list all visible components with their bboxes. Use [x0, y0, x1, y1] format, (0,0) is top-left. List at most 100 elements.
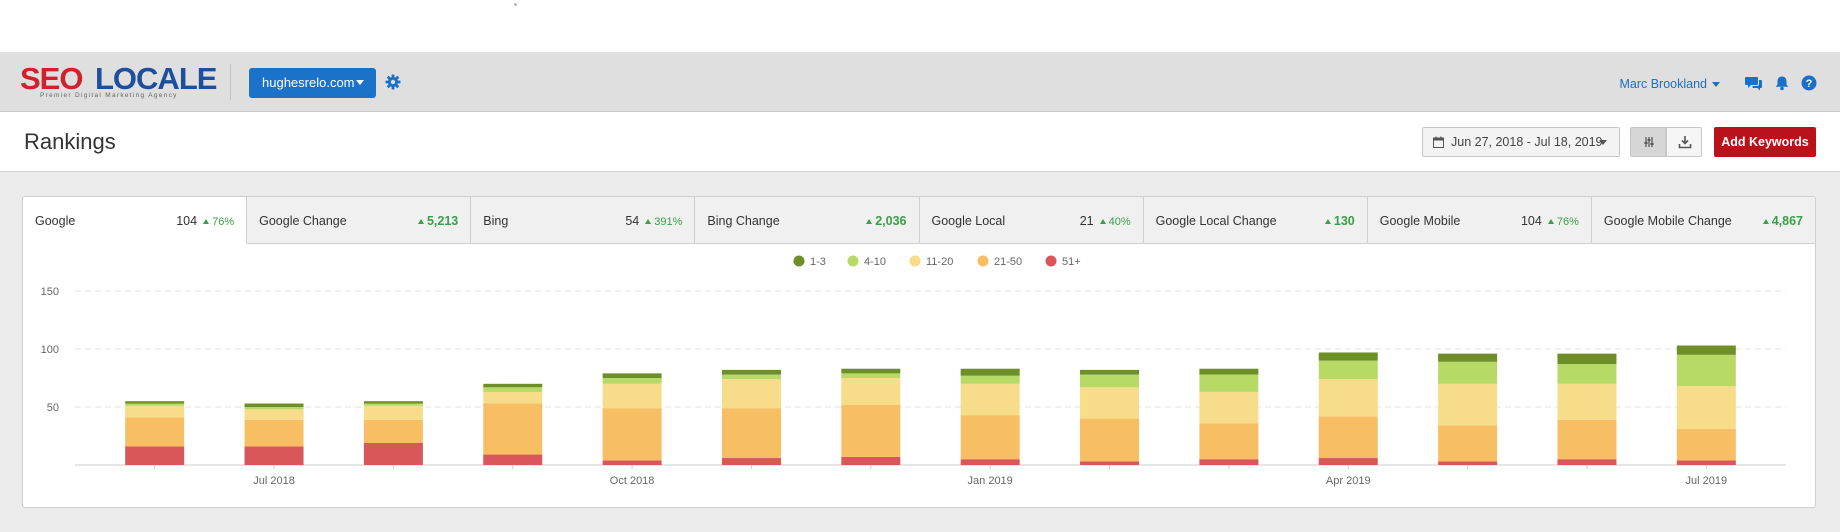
bar-segment-1-3	[483, 383, 543, 388]
y-tick-label: 150	[41, 286, 59, 298]
bar-segment-1-3	[1557, 353, 1617, 365]
tab-google-change[interactable]: Google Change 5,213	[247, 197, 472, 244]
bar-segment-11-20	[1199, 391, 1259, 424]
tab-google-mobile[interactable]: Google Mobile 104 76%	[1367, 197, 1592, 244]
bar-segment-21-50	[244, 419, 304, 447]
tab-google-local-change[interactable]: Google Local Change 130	[1143, 197, 1368, 244]
filter-toggle-button[interactable]	[1630, 127, 1666, 157]
bar-segment-11-20	[125, 405, 185, 418]
download-button[interactable]	[1666, 127, 1702, 157]
tab-google-local[interactable]: Google Local 21 40%	[919, 197, 1144, 244]
tab-metric: 130	[1319, 214, 1355, 228]
site-selector-label: hughesrelo.com	[262, 75, 355, 90]
rankings-panel: Google 104 76% Google Change 5,213 Bing 54 391%…	[22, 196, 1816, 508]
bar-segment-51+	[363, 442, 423, 465]
rankings-chart: 50 100 150 Jul 2018 Oct 2018 Jan 2019 Apr 2019…	[41, 255, 1786, 487]
tab-change: 2,036	[866, 214, 907, 228]
bar-segment-11-20	[483, 391, 543, 404]
gear-icon[interactable]	[385, 74, 401, 90]
bar-segment-11-20	[960, 383, 1020, 416]
bar-segment-4-10	[1438, 361, 1498, 384]
tab-label: Google	[35, 214, 76, 228]
logo[interactable]: SEO LOCALE Premier Digital Marketing Age…	[20, 61, 218, 101]
bar-segment-1-3	[721, 369, 781, 375]
tab-change-value: 130	[1333, 214, 1355, 228]
chat-icon[interactable]	[1745, 75, 1763, 91]
x-tick-label: Apr 2019	[1326, 475, 1371, 487]
bar-segment-51+	[1438, 461, 1498, 465]
bar-segment-1-3	[1199, 368, 1259, 375]
bell-icon[interactable]	[1774, 75, 1790, 91]
tab-value: 54	[625, 214, 640, 228]
download-icon	[1678, 136, 1692, 149]
bar-segment-11-20	[602, 383, 662, 409]
add-keywords-button[interactable]: Add Keywords	[1714, 127, 1816, 157]
page-title: Rankings	[24, 129, 116, 154]
bar-segment-4-10	[1318, 360, 1378, 380]
bar-segment-21-50	[125, 417, 185, 447]
bar-segment-4-10	[602, 378, 662, 384]
user-menu[interactable]: Marc Brookland	[1619, 77, 1720, 91]
bar-segment-1-3	[363, 401, 423, 404]
arrow-up-icon	[203, 219, 210, 224]
tab-label: Google Local Change	[1155, 214, 1277, 228]
bar-segment-51+	[960, 459, 1020, 465]
date-range-label: Jun 27, 2018 - Jul 18, 2019	[1451, 135, 1603, 149]
bar-segment-4-10	[125, 403, 185, 406]
legend-label-11-20: 11-20	[926, 256, 953, 268]
arrow-up-icon	[866, 219, 873, 224]
bar-segment-4-10	[363, 403, 423, 406]
legend-label-21-50: 21-50	[994, 256, 1022, 268]
y-tick-label: 100	[41, 344, 59, 356]
top-navbar: SEO LOCALE Premier Digital Marketing Age…	[0, 52, 1840, 112]
bar-segment-11-20	[841, 378, 901, 405]
bar-segment-21-50	[1438, 425, 1498, 462]
tab-metric: 4,867	[1757, 214, 1803, 228]
bar-segment-51+	[1676, 460, 1736, 465]
legend-marker-51+	[1045, 255, 1057, 267]
svg-text:?: ?	[1806, 78, 1813, 90]
bar-segment-21-50	[721, 408, 781, 459]
engine-tabs: Google 104 76% Google Change 5,213 Bing 54 391%…	[23, 197, 1815, 244]
tab-metric: 2,036	[860, 214, 907, 228]
tab-bing[interactable]: Bing 54 391%	[471, 197, 696, 244]
bar-segment-51+	[1557, 459, 1617, 465]
bar-segment-51+	[841, 456, 901, 465]
tab-change-value: 391%	[654, 216, 683, 228]
bar-segment-11-20	[1318, 379, 1378, 417]
x-tick-label: Jul 2019	[1686, 475, 1728, 487]
chevron-down-icon	[1599, 140, 1607, 145]
tab-label: Google Mobile Change	[1603, 214, 1732, 228]
bar-segment-11-20	[721, 379, 781, 409]
bar-segment-51+	[721, 458, 781, 465]
site-selector-button[interactable]: hughesrelo.com	[249, 68, 376, 98]
tab-google-mobile-change[interactable]: Google Mobile Change 4,867	[1591, 197, 1815, 244]
tab-change: 76%	[203, 216, 234, 228]
arrow-up-icon	[417, 219, 424, 224]
tab-change: 76%	[1547, 216, 1579, 228]
bar-segment-1-3	[1438, 353, 1498, 362]
tab-label: Google Mobile	[1379, 214, 1461, 228]
bar-segment-4-10	[483, 387, 543, 392]
bar-segment-4-10	[841, 373, 901, 378]
bar-segment-51+	[125, 446, 185, 465]
bar-segment-51+	[483, 454, 543, 465]
bar-segment-4-10	[1199, 374, 1259, 392]
tab-label: Bing	[483, 214, 509, 228]
date-range-picker[interactable]: Jun 27, 2018 - Jul 18, 2019	[1422, 127, 1620, 157]
help-icon[interactable]: ?	[1801, 75, 1817, 91]
bar-segment-51+	[602, 460, 662, 465]
bar-segment-51+	[1318, 458, 1378, 465]
bar-segment-4-10	[1080, 374, 1140, 388]
tab-bing-change[interactable]: Bing Change 2,036	[695, 197, 920, 244]
tab-value: 104	[1520, 214, 1542, 228]
tab-google[interactable]: Google 104 76%	[23, 197, 248, 244]
tab-change-value: 5,213	[426, 214, 459, 228]
bar-segment-1-3	[244, 403, 304, 407]
bar-segment-21-50	[483, 403, 543, 455]
bar-segment-11-20	[1080, 387, 1140, 419]
tab-change: 130	[1324, 214, 1355, 228]
bar-segment-11-20	[1676, 386, 1736, 430]
tab-change: 40%	[1099, 216, 1131, 228]
bar-segment-1-3	[602, 373, 662, 378]
